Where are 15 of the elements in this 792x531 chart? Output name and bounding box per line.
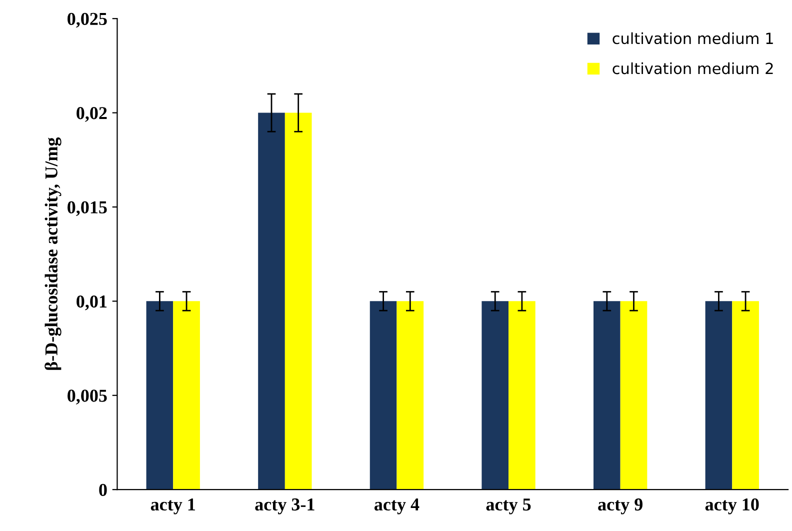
x-tick-label: acty 9: [598, 498, 642, 514]
x-tick-label: acty 10: [705, 498, 759, 514]
y-tick-label: 0,015: [68, 201, 107, 216]
y-axis-title: β-D-glucosidase activity, U/mg: [44, 137, 62, 370]
x-tick-label: acty 4: [374, 498, 420, 514]
x-tick-label: acty 5: [486, 498, 531, 514]
y-tick-label: 0,025: [68, 12, 107, 28]
y-tick-label: 0,005: [68, 390, 107, 404]
legend-label: cultivation medium 1: [612, 32, 773, 44]
y-tick-label: 0,02: [76, 107, 107, 122]
y-tick-label: 0,01: [76, 295, 107, 310]
x-tick-label: acty 1: [150, 498, 195, 514]
y-tick-label: 0: [99, 484, 107, 496]
x-tick-label: acty 3-1: [255, 498, 314, 514]
legend-label: cultivation medium 2: [612, 62, 773, 74]
